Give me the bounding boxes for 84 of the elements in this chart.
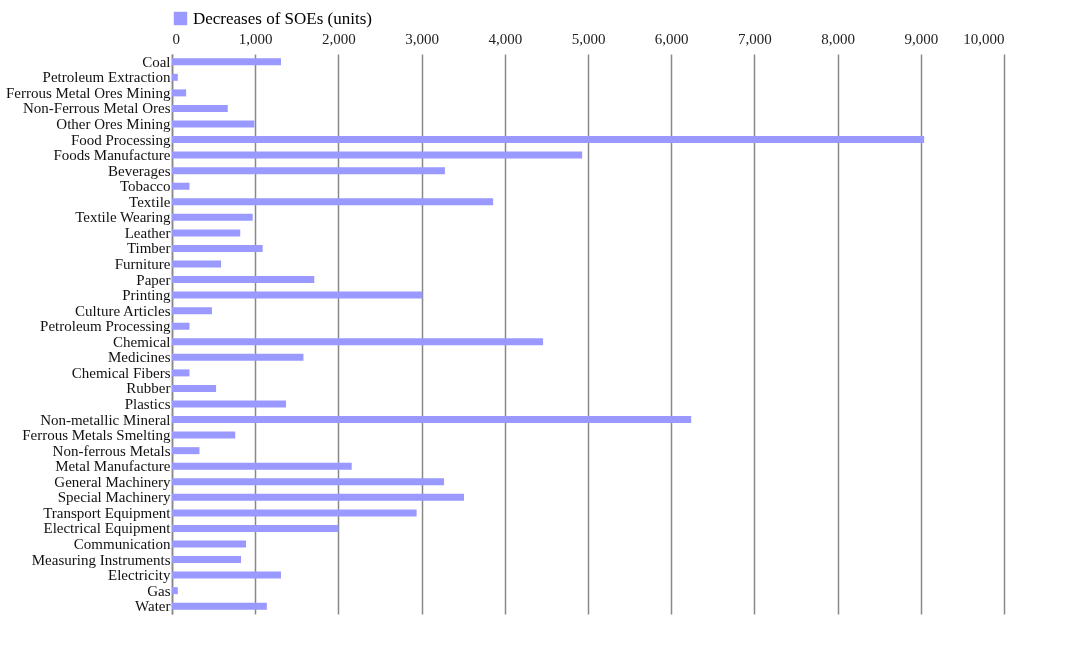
bar [172, 353, 304, 361]
x-tick-label: 10,000 [963, 30, 1005, 47]
y-tick-label: Communication [73, 536, 171, 552]
bar [172, 120, 255, 128]
bar [172, 307, 212, 315]
y-tick-label: Transport Equipment [43, 504, 172, 521]
y-tick-label: Medicines [108, 349, 171, 366]
y-tick-label: Metal Manufacture [55, 458, 171, 475]
bar [172, 384, 217, 392]
bar [172, 369, 190, 377]
bar [172, 447, 200, 455]
y-tick-label: Printing [122, 287, 171, 304]
y-tick-label: Furniture [114, 256, 171, 272]
y-tick-label: Leather [124, 224, 171, 241]
bar [172, 509, 417, 517]
bar [172, 229, 241, 237]
bar [172, 58, 281, 66]
bar [172, 89, 187, 97]
y-tick-label: Timber [126, 240, 171, 257]
y-tick-label: Non-ferrous Metals [52, 442, 171, 459]
y-tick-label: Electricity [108, 567, 171, 584]
bar [172, 540, 247, 548]
bar [172, 338, 544, 346]
y-tick-label: Electrical Equipment [43, 520, 172, 537]
y-tick-label: Culture Articles [75, 302, 171, 319]
x-tick-label: 8,000 [821, 30, 855, 47]
y-tick-label: Gas [147, 582, 171, 599]
x-tick-label: 0 [172, 30, 180, 47]
y-tick-label: Measuring Instruments [31, 551, 171, 568]
y-tick-label: Textile Wearing [75, 209, 171, 226]
bar [172, 291, 423, 299]
y-tick-label: Textile [129, 193, 171, 210]
y-tick-label: Plastics [124, 396, 171, 412]
bar [172, 73, 178, 81]
bar [172, 416, 692, 424]
bar [172, 400, 286, 408]
bar [172, 260, 222, 268]
y-tick-label: Petroleum Extraction [42, 69, 171, 86]
bar [172, 478, 445, 486]
y-tick-label: Food Processing [70, 131, 171, 148]
bar [172, 587, 178, 595]
y-tick-label: Paper [136, 271, 171, 288]
bar [172, 602, 267, 610]
bar [172, 276, 315, 284]
bar [172, 104, 228, 112]
bar [172, 462, 352, 470]
y-tick-label: Ferrous Metals Smelting [22, 427, 171, 444]
y-tick-label: Beverages [108, 162, 171, 179]
x-tick-label: 4,000 [488, 30, 523, 47]
bar [172, 244, 263, 252]
y-tick-label: Non-metallic Mineral [40, 411, 171, 428]
legend-label: Decreases of SOEs (units) [193, 8, 372, 28]
bar [172, 136, 925, 144]
x-tick-label: 5,000 [571, 30, 606, 47]
bar [172, 213, 253, 221]
bar [172, 167, 445, 175]
y-tick-label: General Machinery [54, 473, 171, 490]
bar [172, 493, 465, 501]
y-tick-label: Coal [142, 53, 171, 70]
bar [172, 151, 583, 159]
bar [172, 524, 339, 532]
x-tick-label: 6,000 [654, 30, 689, 47]
x-tick-label: 7,000 [738, 30, 772, 47]
y-tick-label: Rubber [126, 380, 171, 397]
bar [172, 571, 281, 579]
y-tick-label: Non-Ferrous Metal Ores [23, 100, 171, 117]
y-tick-label: Tobacco [119, 178, 171, 195]
x-tick-label: 2,000 [322, 30, 356, 47]
bar [172, 182, 190, 190]
y-tick-label: Water [135, 598, 171, 615]
y-tick-label: Ferrous Metal Ores Mining [5, 84, 171, 101]
y-tick-label: Other Ores Mining [56, 116, 171, 132]
y-tick-label: Foods Manufacture [53, 147, 171, 164]
x-tick-label: 1,000 [238, 30, 273, 47]
x-tick-label: 9,000 [904, 30, 939, 47]
y-tick-label: Petroleum Processing [40, 318, 171, 335]
y-tick-label: Chemical [113, 333, 171, 350]
bar [172, 556, 242, 564]
bar [172, 431, 236, 439]
x-tick-label: 3,000 [405, 30, 439, 47]
bar [172, 198, 494, 206]
bar [172, 322, 190, 330]
y-tick-label: Special Machinery [57, 489, 171, 506]
y-tick-label: Chemical Fibers [71, 364, 171, 381]
